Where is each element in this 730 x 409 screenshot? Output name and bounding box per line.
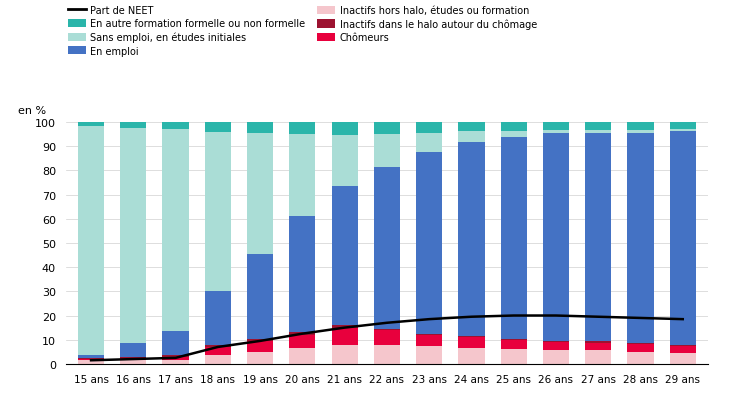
Bar xyxy=(163,357,188,360)
Bar xyxy=(669,345,696,346)
Bar xyxy=(331,123,358,136)
Bar xyxy=(78,359,104,360)
Bar xyxy=(374,330,400,345)
Bar xyxy=(458,142,485,336)
Bar xyxy=(585,123,611,130)
Bar xyxy=(669,129,696,132)
Bar xyxy=(374,345,400,364)
Bar xyxy=(120,123,147,129)
Bar xyxy=(289,123,315,135)
Bar xyxy=(331,345,358,364)
Bar xyxy=(458,132,485,142)
Bar xyxy=(204,133,231,292)
Bar xyxy=(163,355,188,357)
Bar xyxy=(78,358,104,359)
Bar xyxy=(501,123,527,132)
Text: en %: en % xyxy=(18,106,46,115)
Bar xyxy=(78,126,104,355)
Bar xyxy=(120,129,147,344)
Bar xyxy=(585,130,611,134)
Bar xyxy=(416,346,442,364)
Bar xyxy=(163,331,188,355)
Bar xyxy=(204,347,231,355)
Bar xyxy=(627,352,653,364)
Bar xyxy=(204,355,231,364)
Bar xyxy=(585,343,611,351)
Bar xyxy=(543,351,569,364)
Bar xyxy=(247,341,273,352)
Bar xyxy=(247,352,273,364)
Bar xyxy=(204,123,231,133)
Bar xyxy=(331,187,358,326)
Bar xyxy=(416,133,442,153)
Bar xyxy=(289,335,315,348)
Bar xyxy=(120,360,147,364)
Bar xyxy=(627,134,653,343)
Bar xyxy=(247,254,273,339)
Bar xyxy=(501,339,527,340)
Bar xyxy=(501,137,527,339)
Bar xyxy=(669,123,696,129)
Bar xyxy=(458,337,485,348)
Bar xyxy=(501,340,527,349)
Bar xyxy=(585,342,611,343)
Legend: Part de NEET, En autre formation formelle ou non formelle, Sans emploi, en étude: Part de NEET, En autre formation formell… xyxy=(64,2,541,61)
Bar xyxy=(543,123,569,130)
Bar xyxy=(163,130,188,331)
Bar xyxy=(78,360,104,364)
Bar xyxy=(416,123,442,133)
Bar xyxy=(204,345,231,347)
Bar xyxy=(543,130,569,134)
Bar xyxy=(458,123,485,132)
Bar xyxy=(416,153,442,334)
Bar xyxy=(585,351,611,364)
Bar xyxy=(458,348,485,364)
Bar xyxy=(543,342,569,351)
Bar xyxy=(458,336,485,337)
Bar xyxy=(163,123,188,130)
Bar xyxy=(585,134,611,342)
Bar xyxy=(247,339,273,341)
Bar xyxy=(331,328,358,345)
Bar xyxy=(501,132,527,137)
Bar xyxy=(204,292,231,345)
Bar xyxy=(120,358,147,360)
Bar xyxy=(289,333,315,335)
Bar xyxy=(627,344,653,352)
Bar xyxy=(374,167,400,329)
Bar xyxy=(543,134,569,342)
Bar xyxy=(247,134,273,254)
Bar xyxy=(374,329,400,330)
Bar xyxy=(627,343,653,344)
Bar xyxy=(669,353,696,364)
Bar xyxy=(247,123,273,134)
Bar xyxy=(163,360,188,364)
Bar xyxy=(627,123,653,130)
Bar xyxy=(669,132,696,345)
Bar xyxy=(501,349,527,364)
Bar xyxy=(331,326,358,328)
Bar xyxy=(416,334,442,335)
Bar xyxy=(289,135,315,217)
Bar xyxy=(120,357,147,358)
Bar xyxy=(78,123,104,126)
Bar xyxy=(289,348,315,364)
Bar xyxy=(78,355,104,358)
Bar xyxy=(627,130,653,134)
Bar xyxy=(289,217,315,333)
Bar xyxy=(416,335,442,346)
Bar xyxy=(374,123,400,135)
Bar xyxy=(374,135,400,167)
Bar xyxy=(669,346,696,353)
Bar xyxy=(331,136,358,187)
Bar xyxy=(120,344,147,357)
